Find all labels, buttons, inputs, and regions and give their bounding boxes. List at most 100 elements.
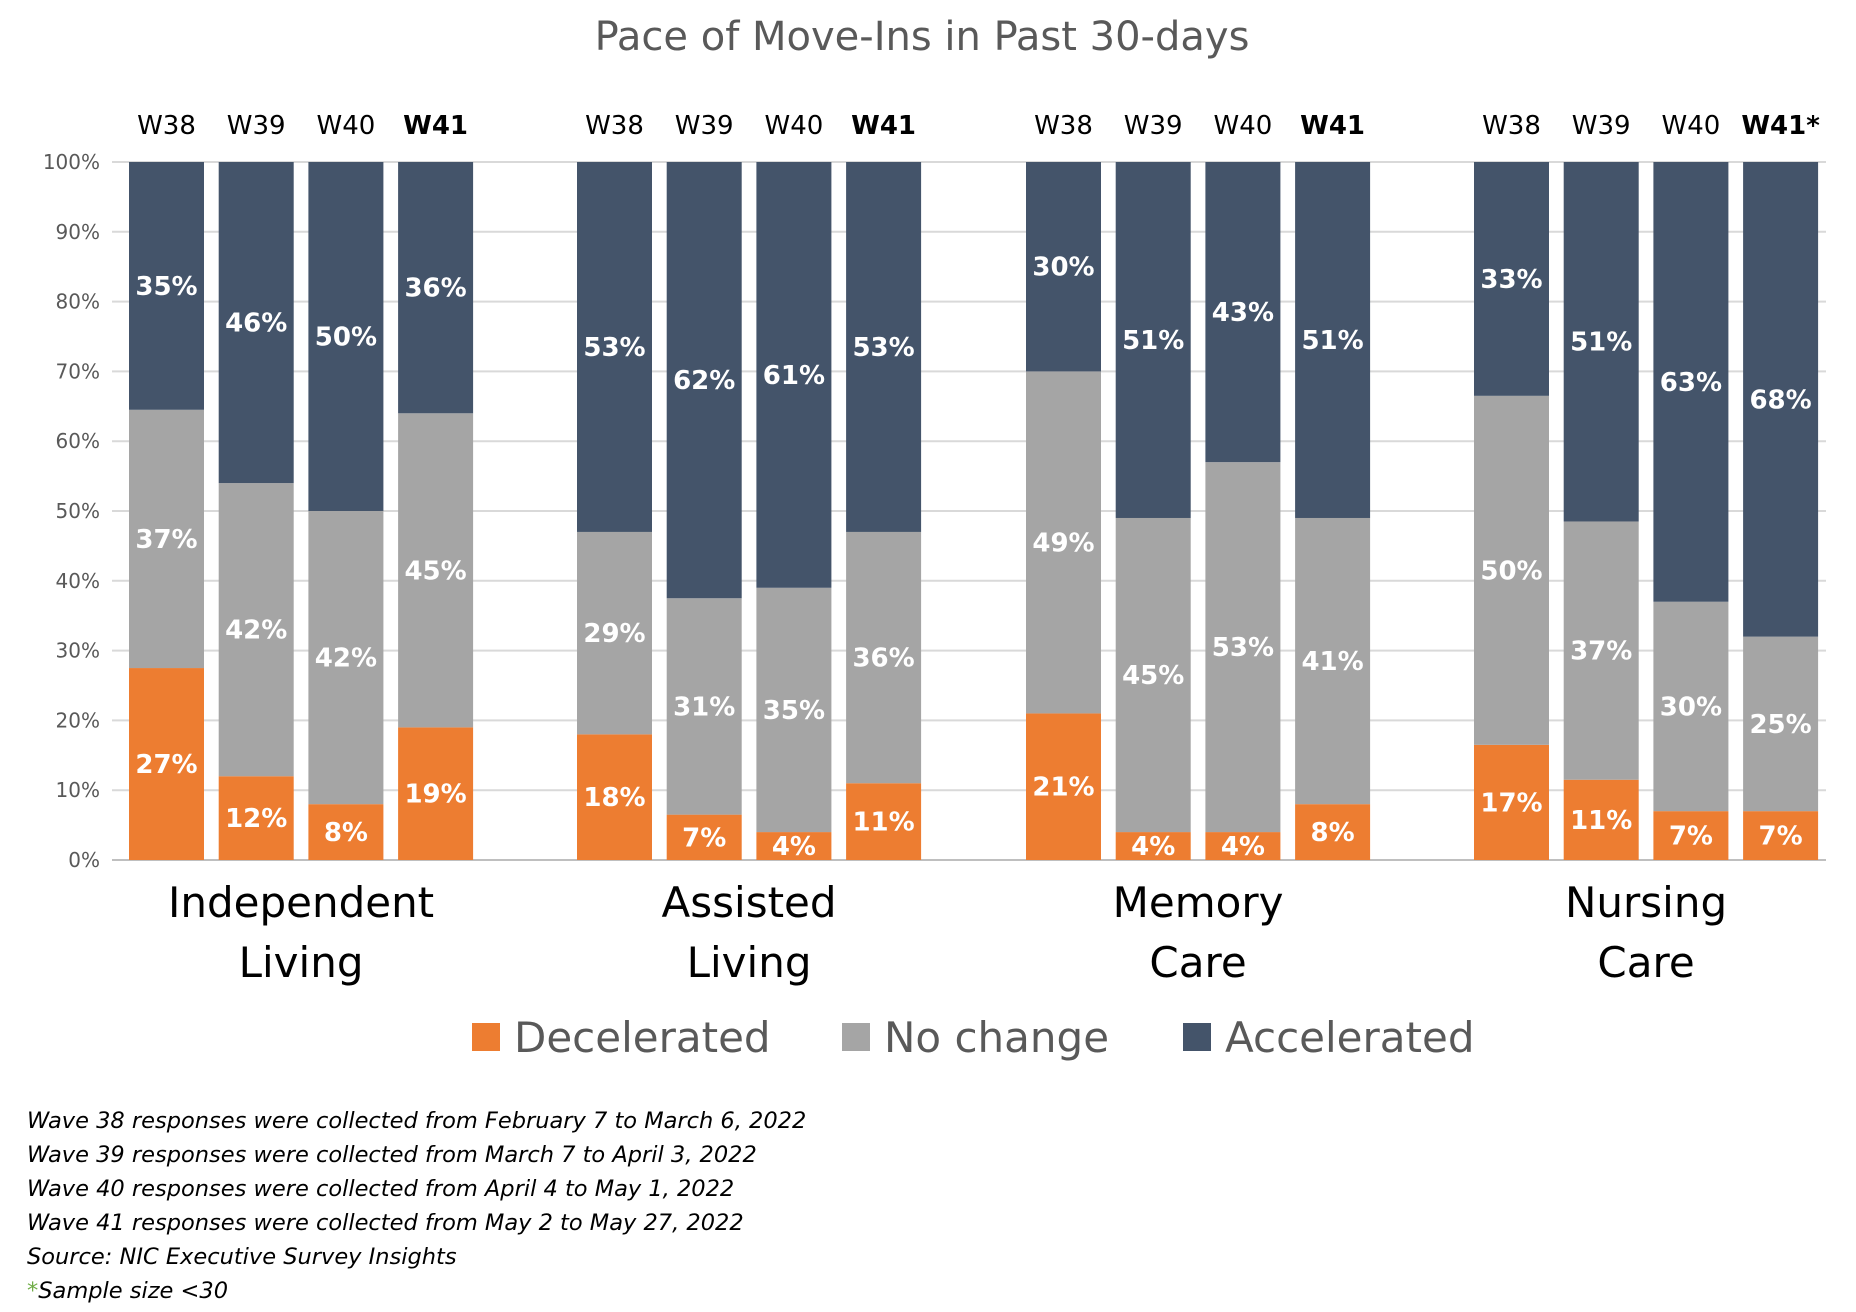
data-label: 12% xyxy=(225,804,287,834)
data-label: 63% xyxy=(1660,368,1722,398)
bar-segment-no-change xyxy=(1563,521,1639,780)
wave-label: W39 xyxy=(227,111,286,141)
data-label: 31% xyxy=(673,692,735,722)
bar-segment-no-change xyxy=(398,413,474,728)
bar-segment-no-change xyxy=(1026,371,1101,714)
data-label: 42% xyxy=(225,616,287,646)
bar-segment-accelerated xyxy=(1653,162,1729,602)
bar-segment-no-change xyxy=(577,531,652,735)
legend-swatch xyxy=(842,1023,870,1051)
data-labels: 27% 37% 35% 12% 42% 46% 8% 42% 50% 19% 45% 36% 18% 29… xyxy=(135,253,1811,862)
category-label: Independent xyxy=(168,878,434,927)
category-label: Nursing xyxy=(1565,878,1727,927)
stacked-bar-chart: Pace of Move-Ins in Past 30-days 0% 10% 20… xyxy=(43,14,1826,1062)
bar-segment-no-change xyxy=(666,598,742,815)
note-wave-40: Wave 40 responses were collected from Ap… xyxy=(27,1176,735,1202)
y-tick-label: 0% xyxy=(68,848,100,872)
legend-label: No change xyxy=(884,1013,1109,1062)
wave-label: W39 xyxy=(1124,111,1183,141)
bars xyxy=(129,162,1819,860)
data-label: 50% xyxy=(315,323,377,353)
wave-label: W41* xyxy=(1741,111,1820,141)
category-label: Care xyxy=(1597,938,1694,987)
data-label: 29% xyxy=(583,619,645,649)
bar-segment-accelerated xyxy=(398,162,474,414)
data-label: 68% xyxy=(1749,385,1811,415)
bar-segment-no-change xyxy=(1474,395,1549,745)
note-sample-size: *Sample size <30 xyxy=(27,1274,806,1308)
category-label: Care xyxy=(1149,938,1246,987)
asterisk-marker: * xyxy=(27,1278,39,1304)
data-label: 46% xyxy=(225,309,287,339)
bar-segment-accelerated xyxy=(577,162,652,532)
sample-size-text: Sample size <30 xyxy=(38,1278,229,1304)
data-label: 30% xyxy=(1660,692,1722,722)
bar-segment-no-change xyxy=(129,409,204,669)
bar-segment-no-change xyxy=(218,483,294,777)
chart-title: Pace of Move-Ins in Past 30-days xyxy=(595,14,1250,60)
data-label: 33% xyxy=(1480,265,1542,295)
data-label: 61% xyxy=(763,361,825,391)
y-tick-label: 80% xyxy=(56,290,100,314)
data-label: 37% xyxy=(135,525,197,555)
bar-segment-accelerated xyxy=(218,162,294,484)
bar-segment-no-change xyxy=(1205,462,1281,833)
data-label: 35% xyxy=(763,696,825,726)
bar-segment-no-change xyxy=(846,531,922,784)
bar-segment-accelerated xyxy=(666,162,742,599)
y-tick-label: 60% xyxy=(56,429,100,453)
wave-label: W41 xyxy=(1300,111,1365,141)
wave-label: W38 xyxy=(585,111,644,141)
bar-segment-accelerated xyxy=(1474,162,1549,396)
y-axis-ticks: 0% 10% 20% 30% 40% 50% 60% 70% 80% 90% 100% xyxy=(43,150,100,872)
note-wave-38: Wave 38 responses were collected from Fe… xyxy=(27,1108,807,1134)
wave-label: W39 xyxy=(1572,111,1631,141)
legend: Decelerated No change Accelerated xyxy=(472,1013,1475,1062)
data-label: 53% xyxy=(1212,633,1274,663)
data-label: 7% xyxy=(1759,822,1803,852)
data-label: 51% xyxy=(1570,328,1632,358)
bar-segment-decelerated xyxy=(1115,832,1191,860)
data-label: 4% xyxy=(1221,832,1265,862)
legend-swatch xyxy=(1183,1023,1211,1051)
bar-segment-accelerated xyxy=(1205,162,1281,463)
data-label: 62% xyxy=(673,366,735,396)
data-label: 18% xyxy=(583,783,645,813)
legend-label: Decelerated xyxy=(514,1013,771,1062)
data-label: 4% xyxy=(1131,832,1175,862)
category-label: Living xyxy=(687,938,812,987)
bar-segment-decelerated xyxy=(666,814,742,860)
wave-label: W39 xyxy=(675,111,734,141)
data-label: 35% xyxy=(135,272,197,302)
wave-label: W38 xyxy=(1482,111,1541,141)
data-label: 21% xyxy=(1032,773,1094,803)
bar-segment-decelerated xyxy=(756,832,832,860)
wave-label: W38 xyxy=(137,111,196,141)
bar-segment-accelerated xyxy=(756,162,832,588)
data-label: 50% xyxy=(1480,556,1542,586)
data-label: 53% xyxy=(852,333,914,363)
bar-segment-accelerated xyxy=(1115,162,1191,518)
data-label: 7% xyxy=(1669,822,1713,852)
category-label: Assisted xyxy=(662,878,837,927)
y-tick-label: 100% xyxy=(43,150,100,174)
wave-label: W40 xyxy=(765,111,824,141)
bar-segment-decelerated xyxy=(1026,713,1101,860)
wave-label: W40 xyxy=(1662,111,1721,141)
data-label: 49% xyxy=(1032,528,1094,558)
footnotes: Wave 38 responses were collected from Fe… xyxy=(27,1104,806,1308)
y-tick-label: 50% xyxy=(56,499,100,523)
data-label: 45% xyxy=(1122,661,1184,691)
bar-segment-accelerated xyxy=(308,162,384,511)
wave-labels: W38 W39 W40 W41 W38 W39 W40 W41 W38 W39 W40 W41 W38 W… xyxy=(137,111,1820,141)
data-label: 11% xyxy=(852,808,914,838)
data-label: 19% xyxy=(404,780,466,810)
data-label: 11% xyxy=(1570,806,1632,836)
bar-segment-no-change xyxy=(1115,517,1191,833)
data-label: 36% xyxy=(404,274,466,304)
bar-segment-no-change xyxy=(1653,601,1729,812)
data-label: 43% xyxy=(1212,298,1274,328)
category-label: Living xyxy=(239,938,364,987)
data-label: 8% xyxy=(324,818,368,848)
wave-label: W41 xyxy=(851,111,916,141)
